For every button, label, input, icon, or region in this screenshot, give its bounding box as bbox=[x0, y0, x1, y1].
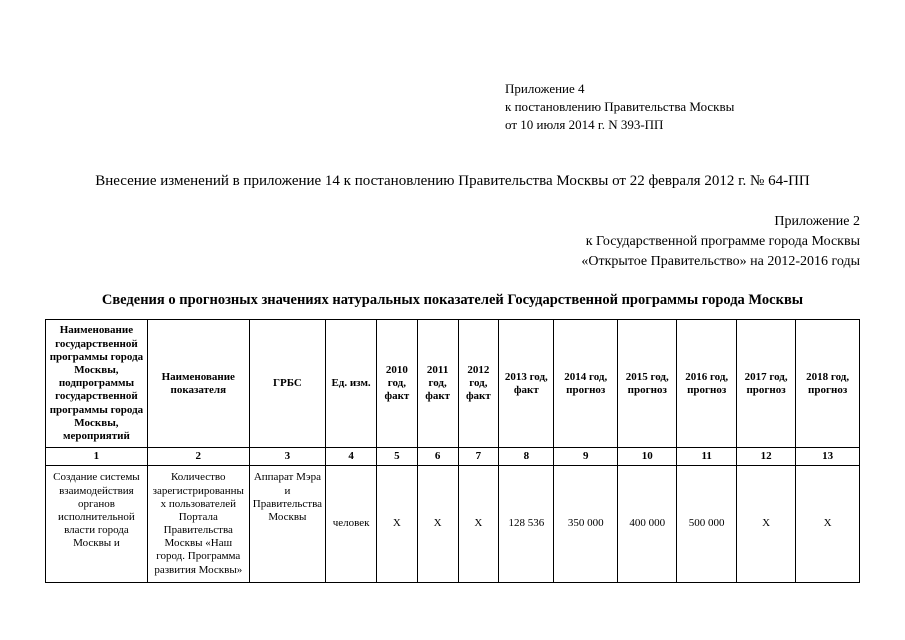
col-header-2011: 2011 год, факт bbox=[417, 320, 458, 448]
colnum-4: 4 bbox=[326, 448, 377, 466]
header-row: Наименование государственной программы г… bbox=[46, 320, 860, 448]
colnum-9: 9 bbox=[554, 448, 618, 466]
main-title: Внесение изменений в приложение 14 к пос… bbox=[45, 173, 860, 190]
cell-2012: X bbox=[458, 466, 499, 583]
indicators-table: Наименование государственной программы г… bbox=[45, 319, 860, 582]
decree-ref: к постановлению Правительства Москвы bbox=[505, 98, 860, 116]
colnum-8: 8 bbox=[499, 448, 554, 466]
colnum-13: 13 bbox=[796, 448, 860, 466]
colnum-11: 11 bbox=[677, 448, 736, 466]
top-right-block: Приложение 4 к постановлению Правительст… bbox=[505, 80, 860, 135]
appendix2-label: Приложение 2 bbox=[45, 212, 860, 232]
number-row: 1 2 3 4 5 6 7 8 9 10 11 12 13 bbox=[46, 448, 860, 466]
cell-program: Создание системы взаимодействия органов … bbox=[46, 466, 148, 583]
appendix4-label: Приложение 4 bbox=[505, 80, 860, 98]
program-ref: к Государственной программе города Москв… bbox=[45, 232, 860, 252]
cell-2014: 350 000 bbox=[554, 466, 618, 583]
colnum-10: 10 bbox=[618, 448, 677, 466]
colnum-2: 2 bbox=[147, 448, 249, 466]
col-header-grbs: ГРБС bbox=[249, 320, 325, 448]
program-years: «Открытое Правительство» на 2012-2016 го… bbox=[45, 252, 860, 272]
colnum-3: 3 bbox=[249, 448, 325, 466]
cell-grbs: Аппарат Мэра и Правительства Москвы bbox=[249, 466, 325, 583]
cell-2013: 128 536 bbox=[499, 466, 554, 583]
col-header-2010: 2010 год, факт bbox=[377, 320, 418, 448]
col-header-2017: 2017 год, прогноз bbox=[736, 320, 795, 448]
cell-2017: X bbox=[736, 466, 795, 583]
col-header-2016: 2016 год, прогноз bbox=[677, 320, 736, 448]
cell-2011: X bbox=[417, 466, 458, 583]
col-header-unit: Ед. изм. bbox=[326, 320, 377, 448]
col-header-2014: 2014 год, прогноз bbox=[554, 320, 618, 448]
colnum-5: 5 bbox=[377, 448, 418, 466]
cell-2015: 400 000 bbox=[618, 466, 677, 583]
section-title: Сведения о прогнозных значениях натураль… bbox=[45, 292, 860, 309]
cell-indicator: Количество зарегистрированных пользовате… bbox=[147, 466, 249, 583]
colnum-7: 7 bbox=[458, 448, 499, 466]
colnum-6: 6 bbox=[417, 448, 458, 466]
appendix2-block: Приложение 2 к Государственной программе… bbox=[45, 212, 860, 273]
col-header-2012: 2012 год, факт bbox=[458, 320, 499, 448]
cell-unit: человек bbox=[326, 466, 377, 583]
col-header-program: Наименование государственной программы г… bbox=[46, 320, 148, 448]
cell-2018: X bbox=[796, 466, 860, 583]
decree-date: от 10 июля 2014 г. N 393-ПП bbox=[505, 116, 860, 134]
cell-2016: 500 000 bbox=[677, 466, 736, 583]
colnum-12: 12 bbox=[736, 448, 795, 466]
cell-2010: X bbox=[377, 466, 418, 583]
col-header-2018: 2018 год, прогноз bbox=[796, 320, 860, 448]
col-header-indicator: Наименование показателя bbox=[147, 320, 249, 448]
colnum-1: 1 bbox=[46, 448, 148, 466]
col-header-2015: 2015 год, прогноз bbox=[618, 320, 677, 448]
col-header-2013: 2013 год, факт bbox=[499, 320, 554, 448]
table-row: Создание системы взаимодействия органов … bbox=[46, 466, 860, 583]
